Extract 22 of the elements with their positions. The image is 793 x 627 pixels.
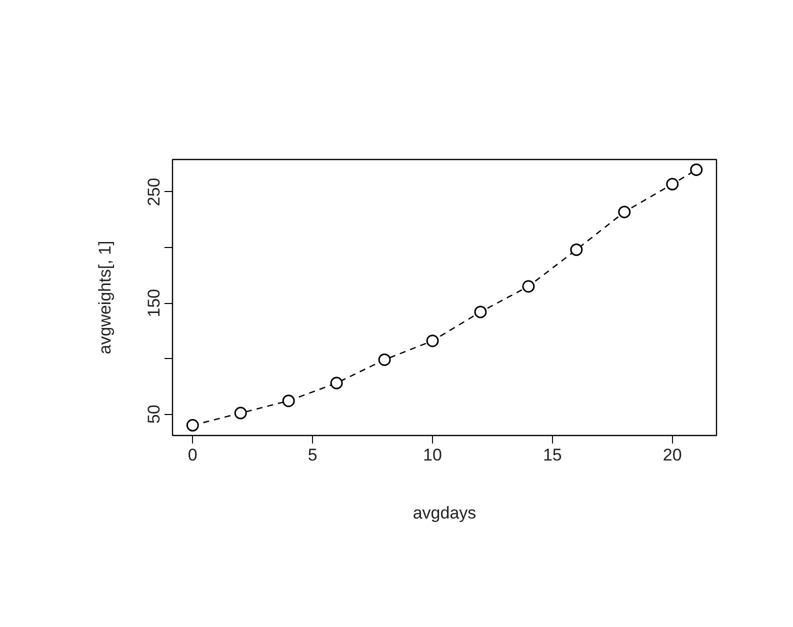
point bbox=[522, 280, 535, 293]
x-tick-label: 0 bbox=[188, 446, 198, 464]
point bbox=[282, 394, 295, 408]
point bbox=[234, 406, 247, 420]
point bbox=[570, 243, 583, 256]
x-tick-label: 10 bbox=[423, 446, 442, 464]
point bbox=[690, 163, 703, 176]
x-axis-title: avgdays bbox=[412, 504, 476, 522]
x-tick-label: 15 bbox=[542, 446, 562, 464]
point bbox=[426, 334, 439, 348]
point bbox=[330, 376, 343, 390]
point bbox=[666, 178, 679, 190]
y-tick-label: 50 bbox=[144, 404, 164, 424]
y-axis-title: avgweights[, 1] bbox=[96, 240, 114, 354]
x-tick-label: 20 bbox=[662, 446, 682, 464]
point bbox=[618, 206, 631, 218]
point bbox=[474, 306, 487, 318]
x-tick-label: 5 bbox=[308, 446, 318, 464]
y-tick-label: 150 bbox=[144, 288, 164, 318]
point bbox=[378, 353, 391, 366]
y-tick-label: 250 bbox=[144, 178, 164, 206]
point bbox=[186, 419, 199, 432]
